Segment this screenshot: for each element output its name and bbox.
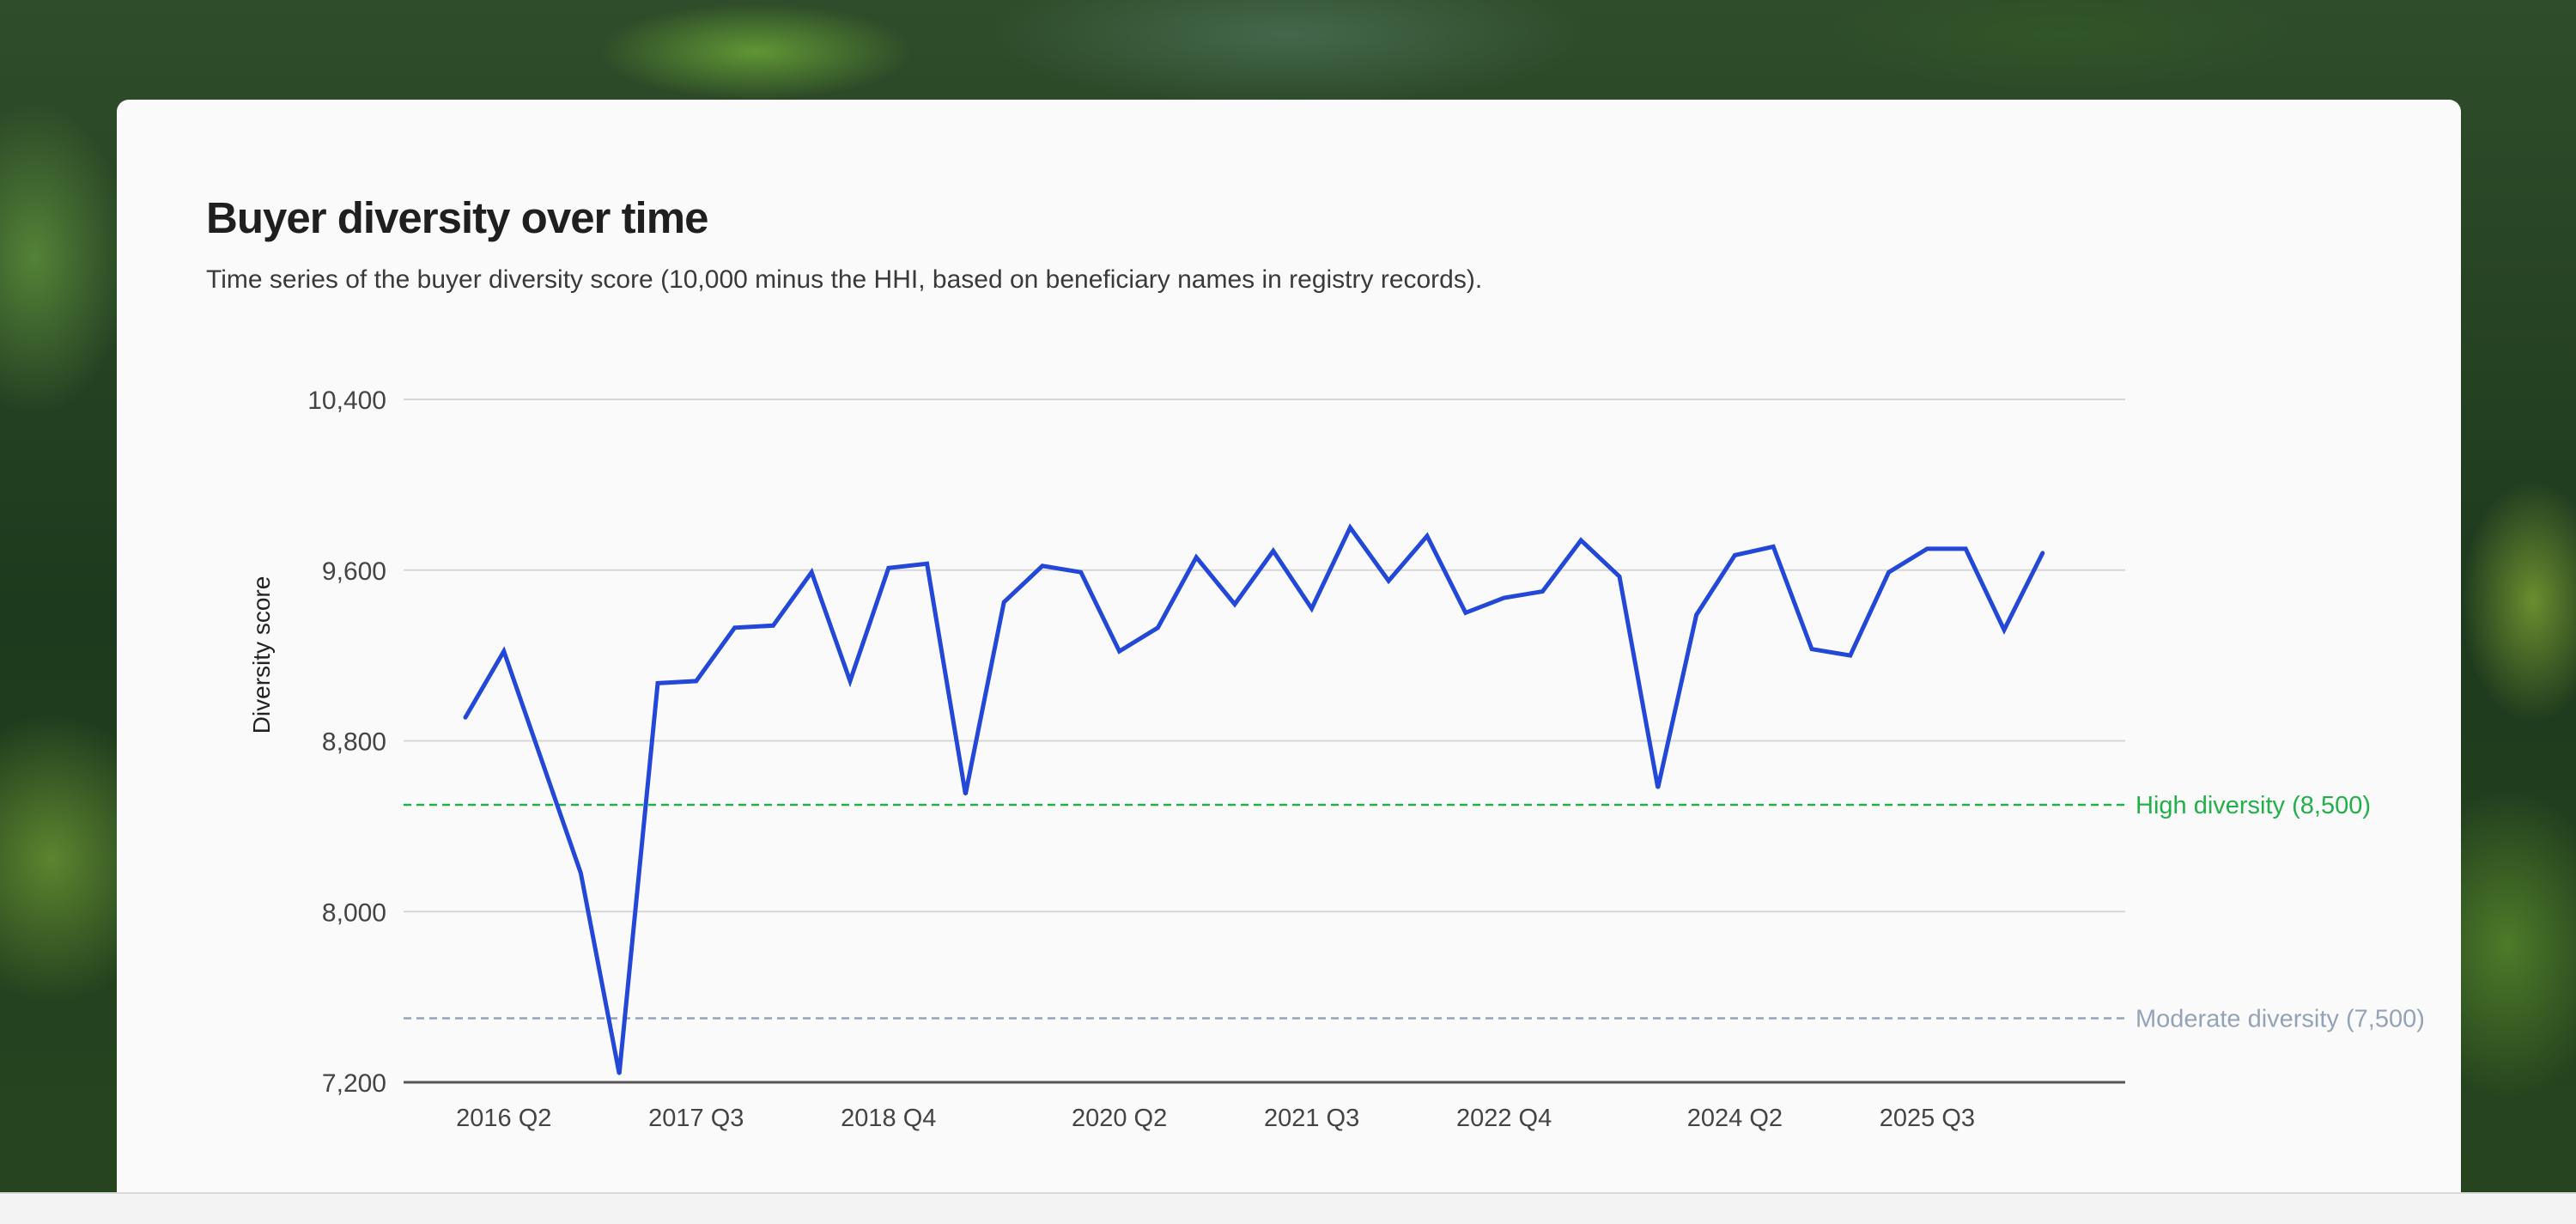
- y-tick-label: 8,800: [322, 728, 386, 757]
- data-point: [541, 760, 544, 764]
- x-tick-label: 2020 Q2: [1072, 1105, 1167, 1132]
- bottom-strip: [0, 1192, 2576, 1224]
- data-point: [656, 681, 659, 685]
- data-point: [1656, 786, 1660, 789]
- series-line: [463, 523, 2045, 1075]
- y-tick-label: 10,400: [307, 387, 386, 415]
- data-point: [1771, 545, 1775, 548]
- data-point: [1579, 539, 1583, 542]
- data-point: [1156, 626, 1159, 630]
- data-point: [887, 566, 890, 569]
- data-point: [1540, 590, 1544, 594]
- data-point: [733, 626, 737, 630]
- data-point: [1079, 570, 1083, 574]
- x-tick-label: 2022 Q4: [1456, 1105, 1552, 1132]
- y-tick-label: 7,200: [322, 1069, 386, 1098]
- data-point: [810, 570, 813, 574]
- data-point: [1194, 556, 1198, 559]
- moderate-diversity-label: Moderate diversity (7,500): [2136, 1005, 2425, 1032]
- y-axis-title: Diversity score: [248, 576, 275, 734]
- data-point: [1464, 611, 1467, 614]
- data-point: [1964, 547, 1967, 551]
- data-point: [1733, 553, 1736, 557]
- data-point: [1233, 603, 1236, 606]
- x-tick-label: 2021 Q3: [1264, 1105, 1359, 1132]
- high-diversity-label: High diversity (8,500): [2136, 792, 2371, 819]
- data-point: [848, 679, 852, 683]
- data-point: [1925, 547, 1929, 551]
- x-tick-label: 2018 Q4: [841, 1105, 936, 1132]
- page-subtitle: Time series of the buyer diversity score…: [206, 265, 1483, 294]
- data-point: [1810, 648, 1814, 651]
- x-tick-label: 2025 Q3: [1880, 1105, 1975, 1132]
- y-tick-label: 8,000: [322, 898, 386, 927]
- data-point: [1272, 549, 1275, 552]
- data-point: [1695, 613, 1698, 617]
- data-point: [1849, 654, 1852, 657]
- data-point: [464, 716, 467, 719]
- x-tick-label: 2016 Q2: [456, 1105, 551, 1132]
- data-point: [1002, 600, 1005, 604]
- data-point: [502, 649, 506, 653]
- x-tick-label: 2017 Q3: [648, 1105, 744, 1132]
- data-point: [1041, 564, 1044, 568]
- data-point: [2002, 628, 2006, 631]
- data-point: [617, 1072, 621, 1075]
- data-point: [963, 793, 967, 796]
- data-point: [771, 624, 775, 627]
- y-tick-label: 9,600: [322, 557, 386, 586]
- page-title: Buyer diversity over time: [206, 193, 708, 242]
- data-point: [926, 562, 929, 565]
- data-point: [1118, 649, 1121, 653]
- data-point: [1348, 526, 1352, 529]
- data-point: [579, 872, 582, 875]
- data-point: [1887, 570, 1891, 574]
- x-tick-label: 2024 Q2: [1687, 1105, 1783, 1132]
- data-point: [2041, 551, 2044, 555]
- data-point: [1425, 534, 1429, 538]
- data-point: [1503, 596, 1506, 600]
- data-point: [1387, 579, 1390, 582]
- data-point: [695, 679, 698, 683]
- data-point: [1310, 606, 1314, 610]
- data-point: [1618, 575, 1621, 578]
